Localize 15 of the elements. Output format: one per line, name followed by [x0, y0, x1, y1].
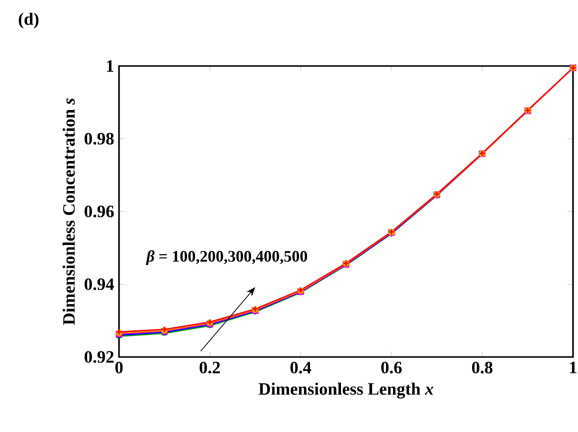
x-tick-label: 0.2 [200, 362, 220, 374]
x-tick-label: 1 [570, 362, 576, 374]
x-tick-label: 0.6 [381, 362, 402, 374]
annotation: β = 100,200,300,400,500 [146, 250, 308, 265]
y-tick-label: 0.92 [84, 351, 114, 363]
y-tick-label: 0.94 [84, 278, 114, 290]
chart-title: (d) [18, 12, 38, 28]
x-axis-title: Dimensionless Length x [258, 382, 434, 398]
y-tick-label: 1 [107, 60, 114, 72]
y-tick-label: 0.98 [84, 132, 114, 145]
x-tick-label: 0.8 [472, 362, 492, 374]
x-tick-label: 0.4 [290, 362, 312, 374]
y-axis-title: Dimensionless Concentration s [62, 98, 75, 325]
y-tick-label: 0.96 [84, 206, 114, 218]
x-tick-label: 0 [115, 362, 123, 374]
